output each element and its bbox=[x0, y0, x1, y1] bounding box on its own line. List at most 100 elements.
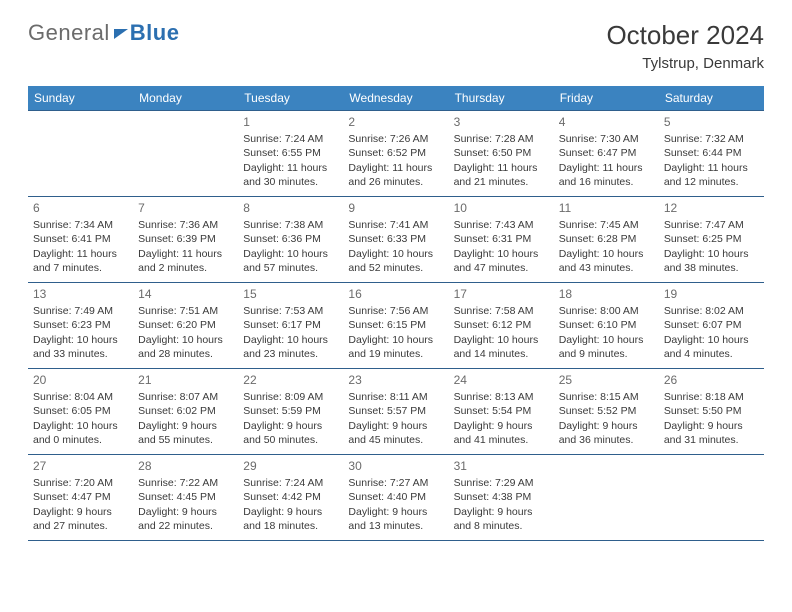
sunset-text: Sunset: 5:52 PM bbox=[559, 404, 654, 418]
day-number: 10 bbox=[454, 200, 549, 216]
daylight-text: and 14 minutes. bbox=[454, 347, 549, 361]
logo-text-1: General bbox=[28, 20, 110, 46]
calendar-cell: 30Sunrise: 7:27 AMSunset: 4:40 PMDayligh… bbox=[343, 455, 448, 541]
sunset-text: Sunset: 6:17 PM bbox=[243, 318, 338, 332]
logo: General Blue bbox=[28, 20, 179, 46]
sunrise-text: Sunrise: 7:30 AM bbox=[559, 132, 654, 146]
daylight-text: Daylight: 9 hours bbox=[664, 419, 759, 433]
sunset-text: Sunset: 6:28 PM bbox=[559, 232, 654, 246]
sunset-text: Sunset: 6:15 PM bbox=[348, 318, 443, 332]
sunrise-text: Sunrise: 7:41 AM bbox=[348, 218, 443, 232]
daylight-text: Daylight: 10 hours bbox=[559, 247, 654, 261]
calendar-cell: 27Sunrise: 7:20 AMSunset: 4:47 PMDayligh… bbox=[28, 455, 133, 541]
daylight-text: Daylight: 10 hours bbox=[243, 247, 338, 261]
daylight-text: Daylight: 10 hours bbox=[243, 333, 338, 347]
location: Tylstrup, Denmark bbox=[606, 55, 764, 72]
sunset-text: Sunset: 6:36 PM bbox=[243, 232, 338, 246]
day-number: 6 bbox=[33, 200, 128, 216]
day-number: 24 bbox=[454, 372, 549, 388]
daylight-text: and 47 minutes. bbox=[454, 261, 549, 275]
sunset-text: Sunset: 6:20 PM bbox=[138, 318, 233, 332]
sunrise-text: Sunrise: 8:00 AM bbox=[559, 304, 654, 318]
day-number: 4 bbox=[559, 114, 654, 130]
day-number: 20 bbox=[33, 372, 128, 388]
sunset-text: Sunset: 4:38 PM bbox=[454, 490, 549, 504]
daylight-text: Daylight: 11 hours bbox=[664, 161, 759, 175]
calendar-cell: 1Sunrise: 7:24 AMSunset: 6:55 PMDaylight… bbox=[238, 111, 343, 197]
logo-triangle-icon bbox=[114, 29, 128, 39]
sunrise-text: Sunrise: 7:34 AM bbox=[33, 218, 128, 232]
sunset-text: Sunset: 5:57 PM bbox=[348, 404, 443, 418]
calendar-cell: 29Sunrise: 7:24 AMSunset: 4:42 PMDayligh… bbox=[238, 455, 343, 541]
daylight-text: Daylight: 10 hours bbox=[559, 333, 654, 347]
day-number: 28 bbox=[138, 458, 233, 474]
daylight-text: Daylight: 10 hours bbox=[664, 247, 759, 261]
daylight-text: and 31 minutes. bbox=[664, 433, 759, 447]
day-header: Thursday bbox=[449, 86, 554, 111]
daylight-text: and 22 minutes. bbox=[138, 519, 233, 533]
day-number: 31 bbox=[454, 458, 549, 474]
calendar-cell: 4Sunrise: 7:30 AMSunset: 6:47 PMDaylight… bbox=[554, 111, 659, 197]
daylight-text: and 21 minutes. bbox=[454, 175, 549, 189]
day-number: 26 bbox=[664, 372, 759, 388]
sunset-text: Sunset: 6:05 PM bbox=[33, 404, 128, 418]
sunrise-text: Sunrise: 7:47 AM bbox=[664, 218, 759, 232]
calendar-cell: 15Sunrise: 7:53 AMSunset: 6:17 PMDayligh… bbox=[238, 283, 343, 369]
day-header: Monday bbox=[133, 86, 238, 111]
sunset-text: Sunset: 6:55 PM bbox=[243, 146, 338, 160]
sunrise-text: Sunrise: 7:20 AM bbox=[33, 476, 128, 490]
calendar-cell: 10Sunrise: 7:43 AMSunset: 6:31 PMDayligh… bbox=[449, 197, 554, 283]
sunset-text: Sunset: 6:02 PM bbox=[138, 404, 233, 418]
sunset-text: Sunset: 6:47 PM bbox=[559, 146, 654, 160]
daylight-text: and 9 minutes. bbox=[559, 347, 654, 361]
day-header: Wednesday bbox=[343, 86, 448, 111]
daylight-text: Daylight: 10 hours bbox=[348, 333, 443, 347]
daylight-text: Daylight: 9 hours bbox=[243, 419, 338, 433]
sunrise-text: Sunrise: 7:32 AM bbox=[664, 132, 759, 146]
calendar-cell: 25Sunrise: 8:15 AMSunset: 5:52 PMDayligh… bbox=[554, 369, 659, 455]
calendar-cell: 19Sunrise: 8:02 AMSunset: 6:07 PMDayligh… bbox=[659, 283, 764, 369]
sunrise-text: Sunrise: 7:38 AM bbox=[243, 218, 338, 232]
calendar-cell: 16Sunrise: 7:56 AMSunset: 6:15 PMDayligh… bbox=[343, 283, 448, 369]
daylight-text: and 57 minutes. bbox=[243, 261, 338, 275]
sunset-text: Sunset: 6:44 PM bbox=[664, 146, 759, 160]
day-number: 9 bbox=[348, 200, 443, 216]
daylight-text: Daylight: 10 hours bbox=[33, 333, 128, 347]
daylight-text: and 0 minutes. bbox=[33, 433, 128, 447]
calendar-cell bbox=[659, 455, 764, 541]
sunrise-text: Sunrise: 8:13 AM bbox=[454, 390, 549, 404]
sunset-text: Sunset: 6:10 PM bbox=[559, 318, 654, 332]
calendar-cell: 17Sunrise: 7:58 AMSunset: 6:12 PMDayligh… bbox=[449, 283, 554, 369]
calendar-cell: 6Sunrise: 7:34 AMSunset: 6:41 PMDaylight… bbox=[28, 197, 133, 283]
sunrise-text: Sunrise: 7:28 AM bbox=[454, 132, 549, 146]
day-number: 14 bbox=[138, 286, 233, 302]
calendar-week-row: 1Sunrise: 7:24 AMSunset: 6:55 PMDaylight… bbox=[28, 111, 764, 197]
daylight-text: and 7 minutes. bbox=[33, 261, 128, 275]
day-number: 19 bbox=[664, 286, 759, 302]
calendar-cell: 20Sunrise: 8:04 AMSunset: 6:05 PMDayligh… bbox=[28, 369, 133, 455]
day-number: 12 bbox=[664, 200, 759, 216]
day-number: 17 bbox=[454, 286, 549, 302]
logo-text-2: Blue bbox=[130, 20, 180, 46]
calendar-cell: 3Sunrise: 7:28 AMSunset: 6:50 PMDaylight… bbox=[449, 111, 554, 197]
sunrise-text: Sunrise: 7:26 AM bbox=[348, 132, 443, 146]
calendar-cell: 9Sunrise: 7:41 AMSunset: 6:33 PMDaylight… bbox=[343, 197, 448, 283]
day-number: 2 bbox=[348, 114, 443, 130]
day-number: 18 bbox=[559, 286, 654, 302]
daylight-text: and 28 minutes. bbox=[138, 347, 233, 361]
sunset-text: Sunset: 6:50 PM bbox=[454, 146, 549, 160]
sunset-text: Sunset: 6:41 PM bbox=[33, 232, 128, 246]
daylight-text: Daylight: 10 hours bbox=[33, 419, 128, 433]
calendar-cell bbox=[554, 455, 659, 541]
calendar-week-row: 20Sunrise: 8:04 AMSunset: 6:05 PMDayligh… bbox=[28, 369, 764, 455]
daylight-text: and 52 minutes. bbox=[348, 261, 443, 275]
day-number: 3 bbox=[454, 114, 549, 130]
daylight-text: and 50 minutes. bbox=[243, 433, 338, 447]
daylight-text: Daylight: 9 hours bbox=[454, 505, 549, 519]
sunset-text: Sunset: 6:23 PM bbox=[33, 318, 128, 332]
day-number: 16 bbox=[348, 286, 443, 302]
daylight-text: and 19 minutes. bbox=[348, 347, 443, 361]
day-number: 5 bbox=[664, 114, 759, 130]
sunset-text: Sunset: 6:33 PM bbox=[348, 232, 443, 246]
calendar-week-row: 27Sunrise: 7:20 AMSunset: 4:47 PMDayligh… bbox=[28, 455, 764, 541]
